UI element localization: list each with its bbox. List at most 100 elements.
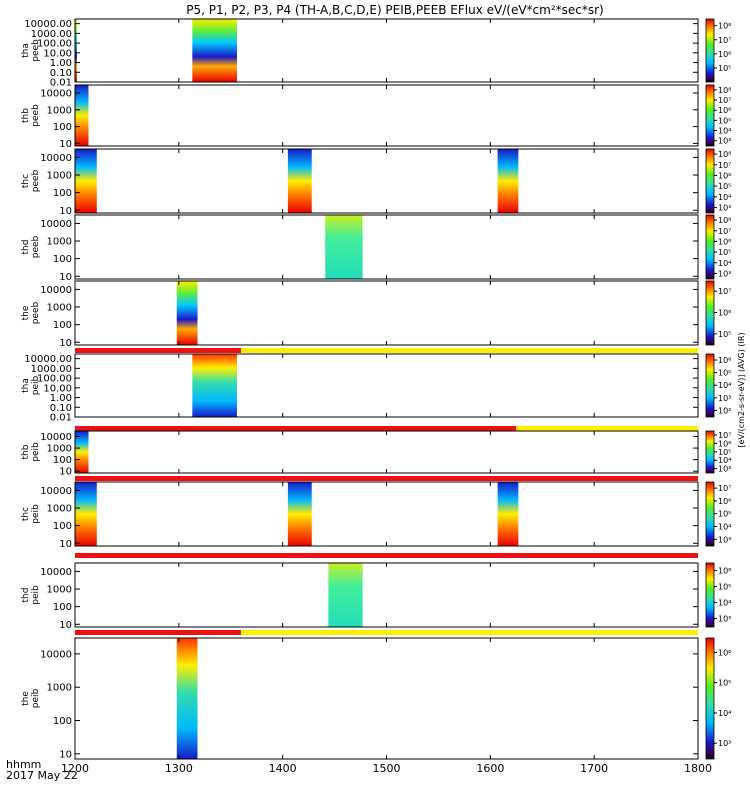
colorbar-tick-label: 10⁵ <box>718 510 731 519</box>
panel-frame <box>74 214 699 280</box>
status-bar-red <box>75 553 698 558</box>
y-tick-label: 0.10 <box>50 403 72 414</box>
panel-frame <box>74 84 699 147</box>
panel-instrument-label: peib <box>31 585 41 605</box>
colorbar-tick-label: 10⁴ <box>718 259 731 268</box>
panel-frame <box>74 481 699 547</box>
colorbar-tick-label: 10⁴ <box>718 599 731 608</box>
colorbar-tick-label: 10⁶ <box>718 567 731 576</box>
colorbar-tick-label: 10⁸ <box>718 150 731 159</box>
colorbar-tick-label: 10³ <box>718 269 731 278</box>
colorbar-tick-label: 10⁵ <box>718 116 731 125</box>
panel-frame <box>74 280 699 346</box>
status-bar-yellow <box>241 348 698 353</box>
colorbar-tick-label: 10⁶ <box>718 439 731 448</box>
y-tick-label: 100 <box>53 122 72 133</box>
colorbar-label: [eV/(cm2-s-sr-eV)] (AVG) (IR) <box>737 332 746 447</box>
y-tick-label: 100 <box>53 521 72 532</box>
y-tick-label: 1.00 <box>50 393 72 404</box>
colorbar-tick-label: 10⁴ <box>718 127 731 136</box>
panel-instrument-label: peeb <box>31 301 41 324</box>
panel-frame <box>74 353 699 418</box>
colorbar-tick-label: 10³ <box>718 137 731 146</box>
colorbar <box>705 562 715 628</box>
panel-instrument-label: peeb <box>31 39 41 62</box>
colorbar-tick-label: 10⁴ <box>718 381 731 390</box>
panel-instrument-label: peeb <box>31 235 41 258</box>
spectrogram-block <box>176 638 198 759</box>
y-tick-label: 1000 <box>47 585 72 596</box>
y-tick-label: 10 <box>59 338 72 349</box>
y-tick-label: 0.10 <box>50 68 72 79</box>
spectrogram-block <box>75 149 97 213</box>
y-tick-label: 10.00 <box>43 48 72 59</box>
spectrogram-block <box>192 354 237 417</box>
colorbar-tick-label: 10⁸ <box>718 22 731 31</box>
colorbar-tick-label: 10⁶ <box>718 50 731 59</box>
y-tick-label: 100.00 <box>37 39 72 50</box>
status-bar-red <box>75 426 517 431</box>
spectrogram-block <box>325 215 363 279</box>
x-tick-label: 1700 <box>580 762 608 775</box>
y-tick-label: 10000 <box>40 89 72 100</box>
y-tick-label: 10 <box>59 139 72 150</box>
x-tick-label: 1200 <box>61 762 89 775</box>
colorbar <box>705 280 715 346</box>
status-bar-red <box>75 348 242 353</box>
colorbar-tick-label: 10² <box>718 406 731 415</box>
colorbar-tick-label: 10³ <box>718 394 731 403</box>
colorbar-tick-label: 10⁵ <box>718 583 731 592</box>
x-tick-label: 1600 <box>476 762 504 775</box>
panel-probe-label: thd <box>21 588 31 603</box>
colorbar <box>705 481 715 547</box>
status-bar-yellow <box>241 630 698 635</box>
panel-probe-label: thd <box>21 240 31 255</box>
y-tick-label: 10 <box>59 749 72 760</box>
y-tick-label: 10 <box>59 467 72 478</box>
y-tick-label: 1000 <box>47 303 72 314</box>
colorbar-tick-label: 10⁵ <box>718 248 731 257</box>
panel-frame <box>74 18 699 83</box>
y-tick-label: 1.00 <box>50 58 72 69</box>
y-tick-label: 100 <box>53 716 72 727</box>
y-tick-label: 10000 <box>40 486 72 497</box>
colorbar-tick-label: 10³ <box>718 615 731 624</box>
panel-probe-label: thb <box>21 444 31 459</box>
x-tick-label: 1500 <box>373 762 401 775</box>
colorbar-tick-label: 10³ <box>718 465 731 474</box>
y-tick-label: 0.01 <box>50 78 72 89</box>
colorbar-tick-label: 10⁶ <box>718 171 731 180</box>
y-tick-label: 1000 <box>47 683 72 694</box>
y-tick-label: 10000 <box>40 285 72 296</box>
colorbar <box>705 84 715 147</box>
y-tick-label: 100 <box>53 188 72 199</box>
status-bar-red <box>75 476 698 481</box>
y-tick-label: 10000 <box>40 567 72 578</box>
colorbar-tick-label: 10³ <box>718 535 731 544</box>
panel-frame <box>74 562 699 628</box>
status-bar-red <box>75 630 242 635</box>
y-tick-label: 10000 <box>40 219 72 230</box>
spectrogram-block <box>287 149 312 213</box>
y-tick-label: 10 <box>59 206 72 217</box>
y-tick-label: 10 <box>59 539 72 550</box>
colorbar-tick-label: 10⁶ <box>718 106 731 115</box>
colorbar-tick-label: 10⁷ <box>718 484 731 493</box>
colorbar-tick-label: 10⁵ <box>718 330 731 339</box>
colorbar-tick-label: 10⁵ <box>718 64 731 73</box>
y-tick-label: 100 <box>53 254 72 265</box>
colorbar <box>705 637 715 760</box>
y-tick-label: 1000.00 <box>31 364 72 375</box>
spectrogram-block <box>75 19 77 82</box>
y-tick-label: 10000 <box>40 153 72 164</box>
colorbar-tick-label: 10⁴ <box>718 456 731 465</box>
colorbar-tick-label: 10⁴ <box>718 709 731 718</box>
panel-instrument-label: peib <box>31 442 41 462</box>
colorbar-tick-label: 10⁵ <box>718 679 731 688</box>
spectrogram-block <box>287 482 312 546</box>
colorbar-tick-label: 10⁴ <box>718 193 731 202</box>
y-tick-label: 100.00 <box>37 374 72 385</box>
panel-frame <box>74 148 699 214</box>
colorbar <box>705 148 715 214</box>
panel-probe-label: tha <box>21 43 31 58</box>
